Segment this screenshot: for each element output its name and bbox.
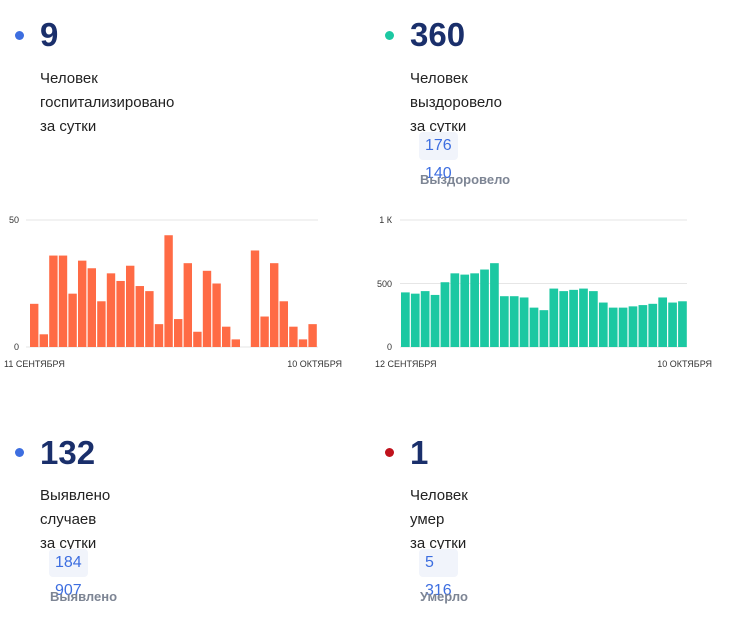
deaths-label: Человек умер за сутки (410, 484, 468, 556)
chart-bar (450, 273, 460, 347)
green-dot-icon (385, 31, 394, 40)
chart-bar (460, 274, 470, 347)
blue-dot-icon (15, 31, 24, 40)
chart-bar (559, 291, 569, 347)
chart-bar (509, 296, 519, 347)
y-tick-label-bottom: 0 (14, 342, 19, 352)
chart-bar (279, 301, 288, 347)
chart-bar (638, 305, 648, 347)
chart-bar (598, 302, 608, 347)
deaths-total: 5 316 (419, 549, 458, 599)
cases-label-line2: за сутки (40, 535, 97, 552)
chart-bar (154, 324, 164, 347)
y-tick-label-mid: 500 (377, 279, 392, 289)
chart-bar (549, 288, 559, 347)
chart-bar (49, 255, 58, 347)
chart-bar (480, 269, 489, 347)
x-label-start: 12 СЕНТЯБРЯ (375, 359, 437, 369)
cases-label: Выявлено случаев за сутки (40, 484, 110, 556)
hospitalized-value: 9 (40, 16, 59, 53)
deaths-label-line1: Человек умер (410, 487, 468, 528)
hospitalized-label-line1: Человек госпитализировано (40, 70, 175, 111)
chart-bar (260, 316, 269, 347)
chart-bar (222, 326, 231, 347)
chart-bar (212, 283, 221, 347)
chart-bar (420, 291, 430, 347)
chart-bar (298, 339, 308, 347)
chart-bar (106, 273, 116, 347)
chart-bar (58, 255, 68, 347)
chart-bar (579, 288, 588, 347)
y-tick-label-top: 50 (9, 215, 19, 225)
chart-bar (628, 306, 638, 347)
chart-bar (39, 334, 48, 347)
recovered-chart: 1 К 500 0 12 СЕНТЯБРЯ 10 ОКТЯБРЯ (375, 215, 712, 369)
recovered-total: 176 140 (419, 132, 458, 182)
chart-bar (174, 319, 183, 347)
chart-bar (308, 324, 317, 347)
chart-bar (183, 263, 192, 347)
chart-bar (145, 291, 154, 347)
chart-bar (68, 293, 77, 347)
chart-bar (430, 294, 440, 347)
chart-bar (193, 331, 202, 347)
chart-bar (30, 303, 39, 347)
hospitalized-label-line2: за сутки (40, 118, 97, 135)
chart-bar (270, 263, 279, 347)
y-tick-label-top: 1 К (379, 215, 393, 225)
chart-bar (164, 235, 173, 347)
chart-bar (126, 265, 135, 347)
chart-bar (202, 270, 212, 347)
chart-bar (668, 302, 677, 347)
chart-bar (87, 268, 96, 347)
deaths-label-line2: за сутки (410, 535, 467, 552)
recovered-total-label: Выздоровело (420, 172, 511, 187)
chart-bar (529, 307, 539, 347)
hospitalized-chart: 50 0 11 СЕНТЯБРЯ 10 ОКТЯБРЯ (4, 215, 342, 369)
recovered-bars (401, 263, 687, 347)
x-label-start: 11 СЕНТЯБРЯ (4, 359, 65, 369)
chart-bar (608, 307, 618, 347)
chart-bar (519, 297, 529, 347)
chart-bar (250, 250, 260, 347)
y-tick-label-bottom: 0 (387, 342, 392, 352)
chart-bar (589, 291, 598, 347)
recovered-label-line1: Человек выздоровело (410, 70, 502, 111)
hospitalized-bars (30, 235, 317, 347)
cases-total: 184 907 (49, 549, 88, 599)
x-label-end: 10 ОКТЯБРЯ (657, 359, 712, 369)
chart-bar (569, 289, 578, 347)
recovered-label: Человек выздоровело за сутки (410, 67, 502, 139)
chart-bar (440, 282, 450, 347)
hospitalized-label: Человек госпитализировано за сутки (40, 67, 174, 139)
recovered-value: 360 (410, 16, 466, 53)
chart-bar (678, 301, 687, 347)
chart-bar (97, 301, 106, 347)
red-dot-icon (385, 448, 394, 457)
cases-value: 132 (40, 434, 96, 471)
deaths-total-label: Умерло (420, 589, 468, 604)
chart-bar (499, 296, 509, 347)
chart-bar (410, 293, 420, 347)
chart-bar (78, 260, 87, 347)
chart-bar (289, 326, 298, 347)
chart-bar (648, 303, 658, 347)
deaths-value: 1 (410, 434, 429, 471)
chart-bar (470, 273, 479, 347)
x-label-end: 10 ОКТЯБРЯ (287, 359, 342, 369)
chart-bar (618, 307, 628, 347)
chart-bar (231, 339, 240, 347)
chart-bar (135, 286, 144, 347)
blue-dot-icon (15, 448, 24, 457)
chart-bar (116, 280, 125, 347)
chart-bar (490, 263, 499, 347)
cases-total-label: Выявлено (50, 589, 118, 604)
chart-bar (401, 292, 410, 347)
cases-label-line1: Выявлено случаев (40, 487, 111, 528)
chart-bar (658, 297, 668, 347)
chart-bar (539, 310, 549, 347)
recovered-label-line2: за сутки (410, 118, 467, 135)
